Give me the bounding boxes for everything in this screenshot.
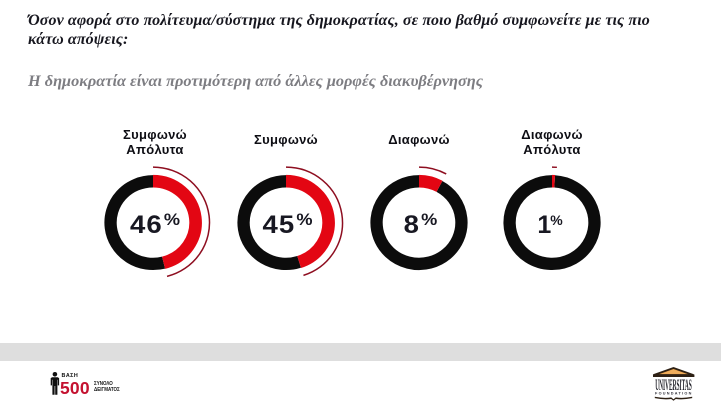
svg-text:FOUNDATION: FOUNDATION	[655, 391, 693, 395]
svg-text:UNIVERSITAS: UNIVERSITAS	[655, 376, 692, 393]
